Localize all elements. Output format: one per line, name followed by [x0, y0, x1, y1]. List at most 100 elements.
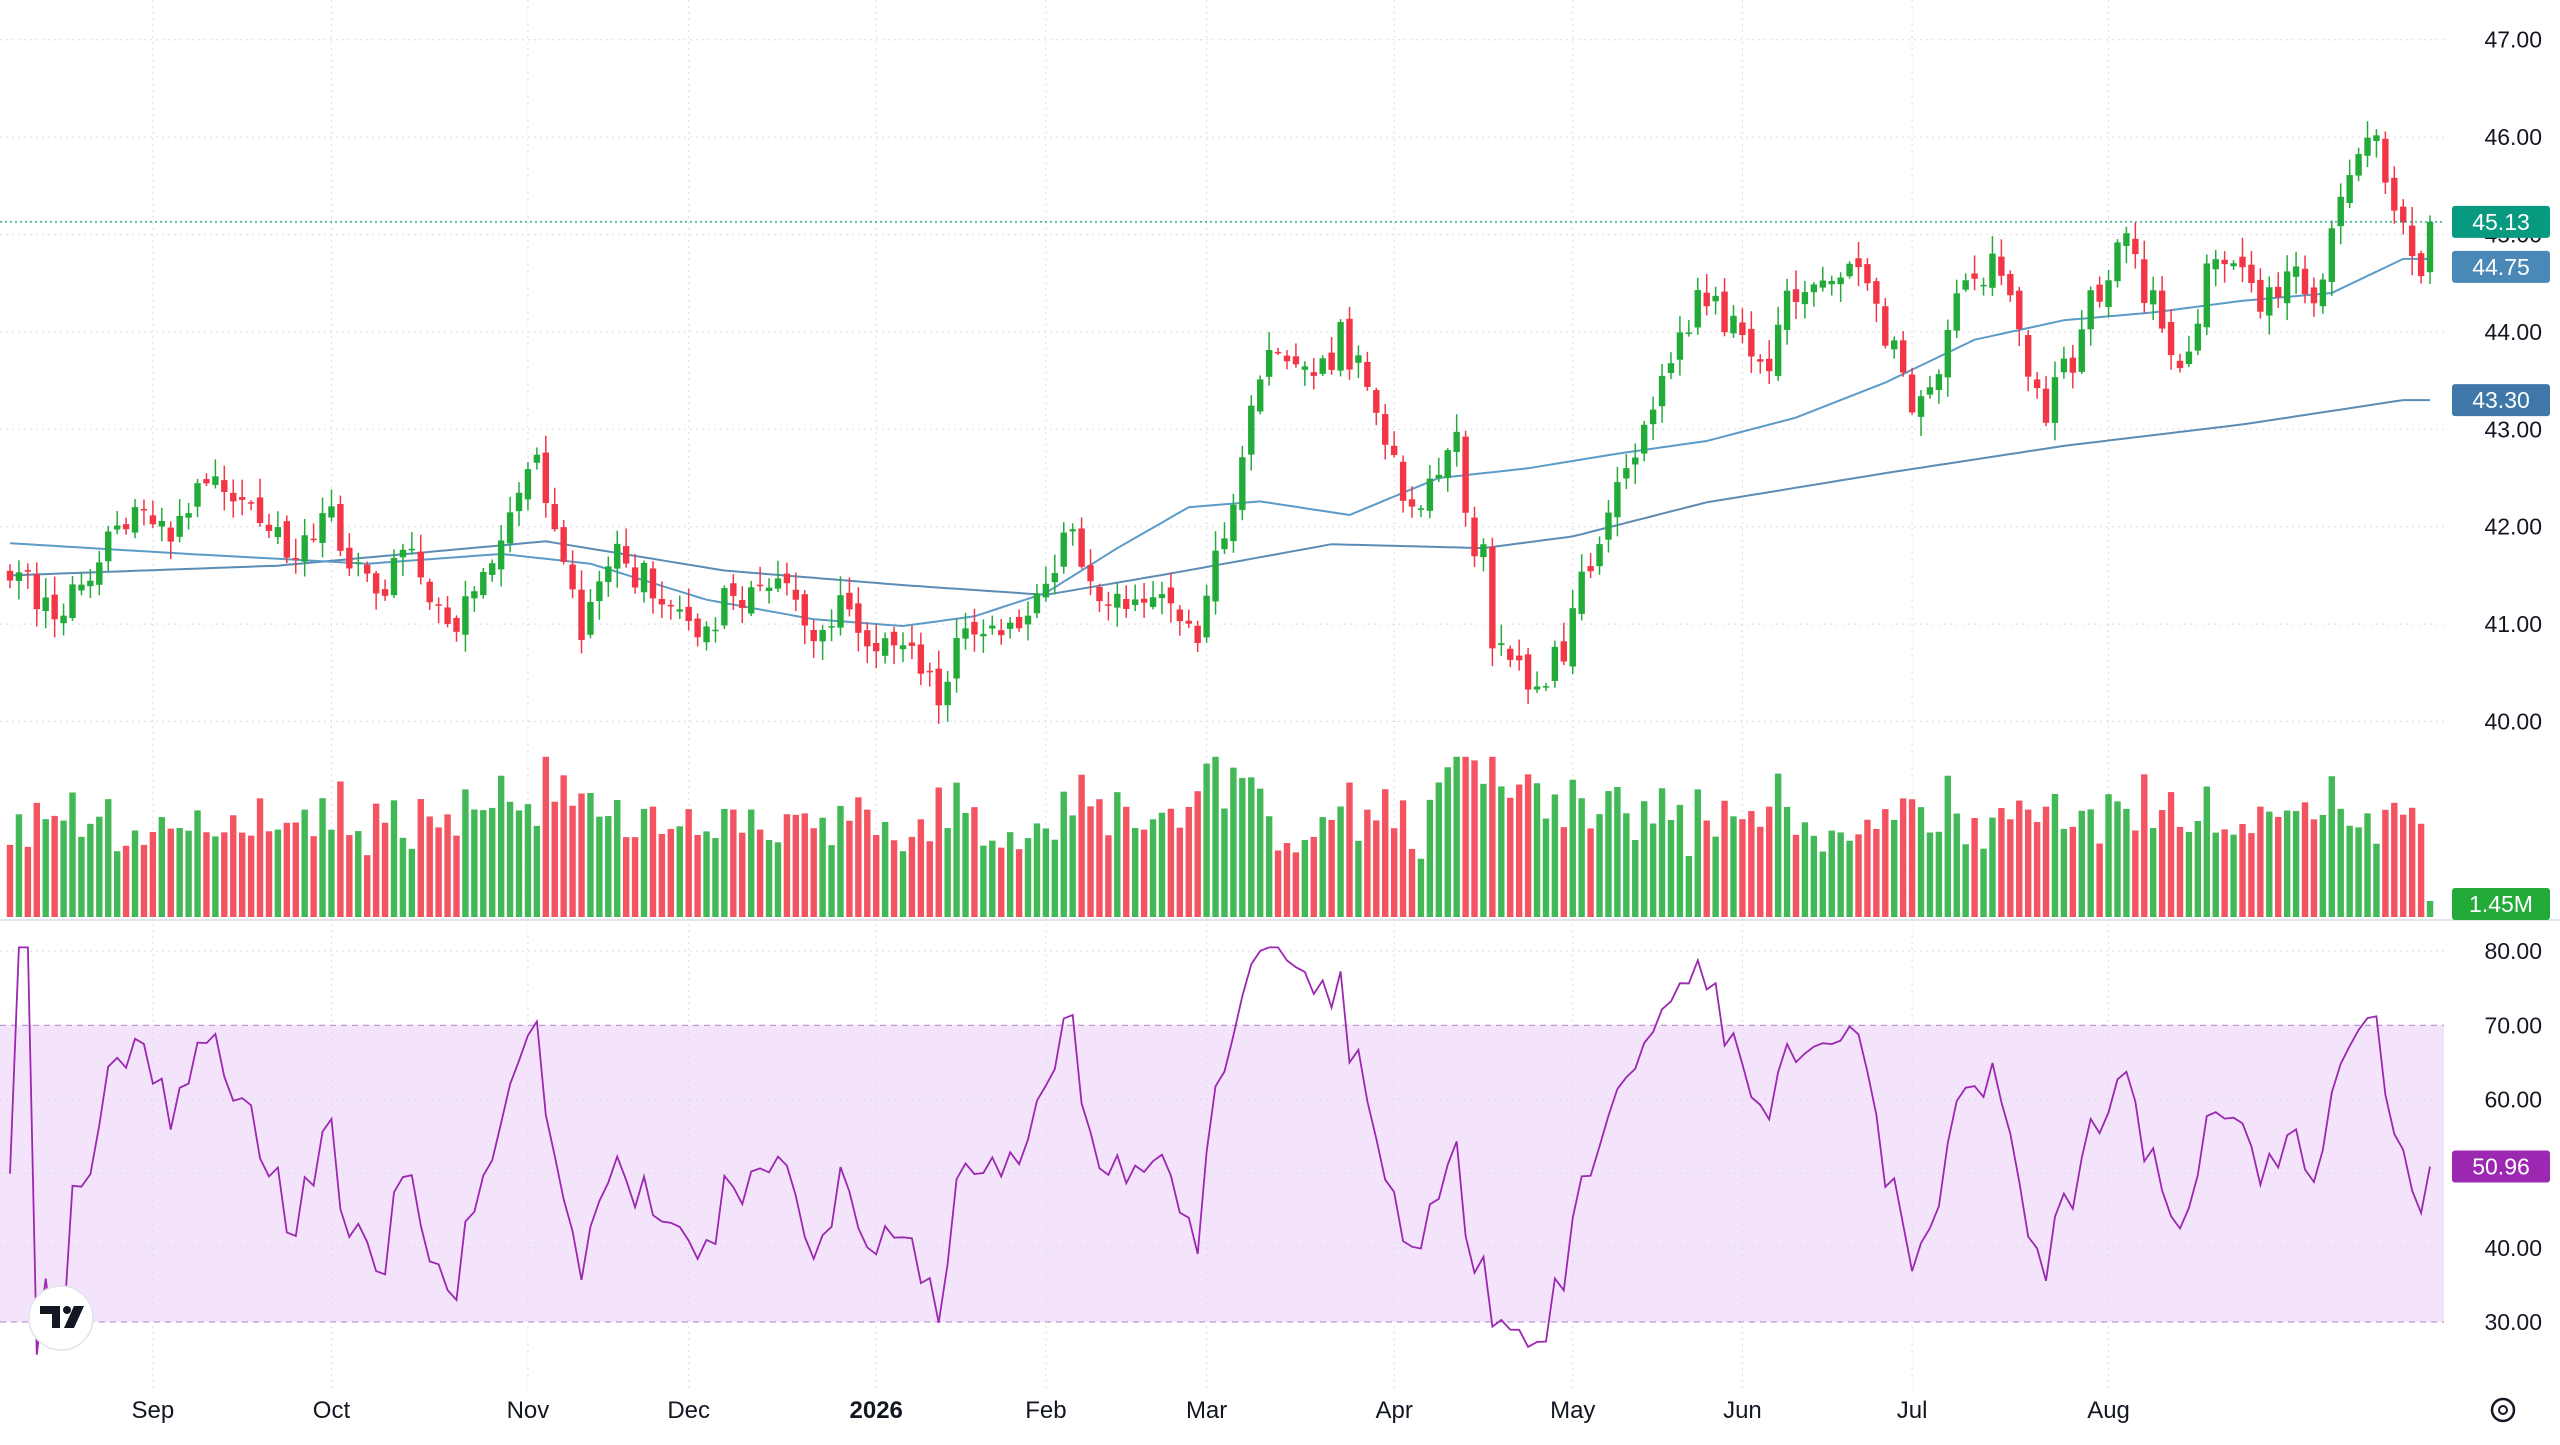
volume-bar: [2239, 823, 2246, 917]
candle-body: [203, 479, 210, 484]
candle-body: [2150, 290, 2157, 305]
volume-bar: [649, 806, 657, 917]
candle-body: [1998, 256, 2005, 276]
candle-body: [917, 644, 925, 674]
candle-body: [1712, 295, 1719, 302]
candle-body: [622, 546, 630, 564]
last-price-badge-label: 45.13: [2472, 209, 2530, 235]
candle-body: [998, 630, 1005, 636]
candle-body: [2319, 279, 2327, 307]
volume-bar: [1676, 804, 1684, 917]
candle-body: [1810, 284, 1818, 293]
volume-bar: [2328, 776, 2335, 917]
candle-body: [1105, 604, 1112, 606]
candle-body: [1837, 277, 1844, 285]
candle-body: [274, 527, 282, 538]
volume-bar: [1471, 760, 1478, 917]
candle-body: [989, 625, 996, 629]
volume-bar: [247, 835, 255, 917]
candle-body: [489, 563, 496, 575]
volume-bar: [712, 838, 719, 917]
volume-bar: [596, 816, 603, 917]
volume-bar: [1185, 806, 1192, 917]
candle-body: [462, 596, 469, 635]
candle-body: [435, 604, 442, 606]
volume-bar: [837, 805, 844, 917]
candle-body: [935, 668, 942, 706]
candle-body: [596, 581, 603, 602]
volume-bar: [1855, 834, 1862, 917]
candle-body: [881, 638, 889, 656]
candle-body: [864, 630, 871, 647]
candle-body: [631, 567, 639, 588]
volume-bar: [899, 851, 907, 917]
candle-body: [1587, 566, 1594, 572]
volume-bar: [1462, 756, 1469, 917]
candle-body: [1149, 597, 1157, 607]
volume-bar: [1480, 783, 1487, 917]
volume-bar: [1774, 773, 1782, 917]
candle-body: [2016, 290, 2023, 330]
candle-body: [69, 584, 76, 619]
candle-body: [1060, 532, 1067, 567]
volume-bar: [2248, 833, 2255, 917]
volume-bar: [569, 805, 576, 917]
volume-bar: [1792, 834, 1800, 917]
volume-bar: [1837, 832, 1844, 917]
volume-bar: [1507, 797, 1514, 917]
candle-body: [185, 513, 192, 518]
volume-bar: [1766, 806, 1773, 917]
candle-body: [140, 508, 148, 511]
candle-body: [51, 594, 58, 620]
candle-body: [1131, 599, 1139, 606]
candle-body: [676, 609, 683, 612]
volume-bar: [1757, 826, 1764, 917]
time-tick-label: Jul: [1897, 1397, 1928, 1424]
candle-body: [506, 512, 514, 544]
candle-body: [578, 589, 585, 640]
volume-badge-label: 1.45M: [2469, 891, 2533, 917]
candle-body: [739, 600, 746, 608]
price-tick-label: 46.00: [2484, 124, 2542, 150]
candle-body: [1283, 355, 1291, 362]
volume-bar: [1739, 819, 1746, 917]
price-tick-label: 47.00: [2484, 27, 2542, 53]
candle-body: [1319, 358, 1326, 374]
logo-mark-left: [40, 1306, 60, 1328]
volume-bar: [417, 799, 424, 917]
volume-bar: [51, 815, 58, 917]
volume-bar: [1212, 756, 1219, 917]
candle-body: [328, 506, 335, 518]
candle-body: [480, 571, 487, 596]
volume-bar: [122, 845, 130, 917]
volume-bar: [676, 826, 683, 917]
candle-body: [2185, 351, 2193, 365]
volume-bar: [33, 802, 40, 917]
volume-bar: [1971, 817, 1978, 917]
volume-bar: [810, 828, 817, 917]
candle-body: [1935, 374, 1943, 390]
ma-fast-line: [9, 257, 2430, 628]
volume-bar: [989, 840, 996, 917]
volume-bar: [238, 832, 246, 917]
candle-body: [1721, 291, 1728, 333]
volume-bar: [828, 845, 835, 917]
candle-body: [122, 524, 130, 530]
volume-bar: [542, 756, 549, 917]
settings-icon[interactable]: [2490, 1397, 2516, 1423]
candle-body: [614, 543, 621, 569]
volume-bar: [426, 816, 433, 917]
candle-body: [2132, 238, 2139, 255]
volume-bar: [140, 844, 148, 917]
volume-bar: [87, 823, 94, 917]
volume-bar: [2150, 827, 2157, 917]
volume-bar: [310, 836, 317, 917]
volume-bar: [2051, 793, 2059, 917]
volume-bar: [765, 839, 773, 917]
volume-bar: [1998, 808, 2005, 917]
volume-bar: [1390, 828, 1398, 917]
volume-bar: [783, 814, 791, 917]
time-tick-label: Jun: [1723, 1397, 1762, 1424]
